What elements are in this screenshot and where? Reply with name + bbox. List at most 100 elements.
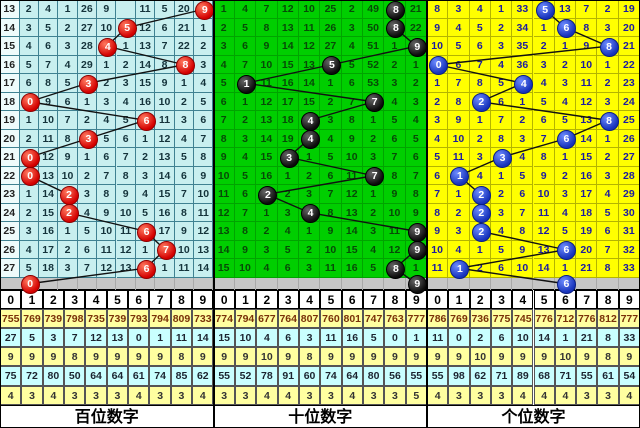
prediction-row-cell [175, 277, 195, 290]
stats-cell: 4 [554, 385, 577, 405]
miss-count-cell: 3 [490, 37, 513, 56]
miss-count-cell: 4 [533, 74, 555, 93]
stats-cell: 777 [618, 308, 640, 328]
stats-cell: 807 [298, 308, 321, 328]
stats-cell: 794 [234, 308, 257, 328]
stats-cell: 55 [427, 366, 449, 386]
miss-count-cell: 7 [384, 148, 406, 167]
miss-count-cell: 8 [320, 203, 342, 222]
stats-cell: 809 [170, 308, 193, 328]
miss-count-cell: 12 [155, 129, 175, 148]
miss-count-cell: 1 [213, 0, 235, 19]
miss-count-cell: 4 [554, 203, 577, 222]
stats-cell: 3 [213, 385, 235, 405]
miss-count-cell: 12 [97, 259, 117, 278]
stats-cell: 9 [576, 347, 598, 367]
miss-count-cell: 8 [213, 129, 235, 148]
stats-cell: 55 [405, 366, 427, 386]
miss-count-cell: 12 [384, 240, 406, 259]
miss-count-cell: 18 [277, 111, 299, 130]
miss-count-cell: 35 [512, 37, 534, 56]
miss-count-cell: 1 [448, 185, 470, 204]
miss-count-cell: 4 [427, 129, 449, 148]
stats-cell: 13 [106, 327, 129, 348]
prediction-row-cell [384, 277, 406, 290]
miss-count-cell: 2 [448, 203, 470, 222]
miss-count-cell: 7 [341, 92, 363, 111]
miss-count-cell: 5 [405, 129, 427, 148]
stats-cell: 1 [405, 327, 427, 348]
miss-count-cell: 3 [362, 148, 385, 167]
digit-header-cell: 3 [490, 290, 513, 309]
miss-count-cell: 16 [155, 203, 175, 222]
miss-count-cell: 5 [155, 0, 175, 19]
miss-count-cell: 3 [554, 185, 577, 204]
miss-count-cell: 5 [469, 18, 491, 37]
miss-count-cell: 3 [116, 74, 136, 93]
miss-count-cell: 10 [97, 222, 117, 241]
miss-count-cell: 2 [58, 240, 78, 259]
miss-count-cell: 8 [116, 166, 136, 185]
stats-cell: 747 [362, 308, 385, 328]
miss-count-cell: 2 [298, 166, 321, 185]
period-label: 20 [0, 129, 20, 148]
prediction-row-cell [78, 277, 98, 290]
miss-count-cell: 8 [427, 0, 449, 19]
drawn-ball: 0 [20, 93, 40, 113]
drawn-ball: 6 [137, 111, 157, 131]
miss-count-cell: 7 [597, 240, 619, 259]
stats-cell: 3 [106, 385, 129, 405]
miss-count-cell: 6 [448, 55, 470, 74]
stats-cell: 50 [64, 366, 86, 386]
stats-cell: 9 [427, 347, 449, 367]
miss-count-cell: 3 [234, 129, 257, 148]
stats-cell: 78 [256, 366, 278, 386]
miss-count-cell: 3 [597, 166, 619, 185]
miss-count-cell: 5 [213, 74, 235, 93]
period-label: 13 [0, 0, 20, 19]
prediction-row-cell [491, 277, 513, 290]
miss-count-cell: 10 [174, 240, 195, 259]
stats-cell: 10 [554, 347, 577, 367]
miss-count-cell: 9 [97, 203, 117, 222]
miss-count-cell: 18 [576, 203, 598, 222]
miss-count-cell: 8 [405, 185, 427, 204]
miss-count-cell: 7 [194, 129, 214, 148]
miss-count-cell: 1 [19, 111, 39, 130]
miss-count-cell: 2 [533, 37, 555, 56]
miss-count-cell: 10 [38, 111, 59, 130]
miss-count-cell: 53 [362, 74, 385, 93]
stats-cell: 3 [490, 385, 513, 405]
stats-cell: 3 [21, 385, 43, 405]
miss-count-cell: 8 [256, 18, 278, 37]
miss-count-cell: 9 [405, 203, 427, 222]
stats-cell: 739 [42, 308, 65, 328]
miss-count-cell: 11 [341, 166, 363, 185]
miss-count-cell: 9 [427, 18, 449, 37]
miss-count-cell: 14 [155, 166, 175, 185]
miss-count-cell: 22 [174, 37, 195, 56]
miss-count-cell: 6 [469, 37, 491, 56]
stats-cell: 62 [469, 366, 491, 386]
miss-count-cell: 20 [576, 240, 598, 259]
miss-count-cell: 6 [213, 92, 235, 111]
miss-count-cell: 11 [533, 203, 555, 222]
digit-header-cell: 1 [234, 290, 257, 309]
miss-count-cell: 5 [597, 203, 619, 222]
digit-header-cell: 2 [42, 290, 65, 309]
miss-count-cell: 10 [155, 92, 175, 111]
digit-header-cell: 8 [597, 290, 619, 309]
miss-count-cell: 9 [116, 185, 136, 204]
miss-count-cell: 9 [58, 148, 78, 167]
panel-title-units: 个位数字 [427, 405, 640, 428]
prediction-row-cell [235, 277, 257, 290]
stats-cell: 4 [427, 385, 449, 405]
miss-count-cell: 15 [213, 259, 235, 278]
miss-count-cell: 3 [19, 18, 39, 37]
miss-count-cell: 2 [490, 185, 513, 204]
digit-header-cell: 9 [192, 290, 214, 309]
miss-count-cell: 8 [234, 222, 257, 241]
panel-title-tens: 十位数字 [213, 405, 427, 428]
miss-count-cell: 11 [320, 259, 342, 278]
miss-count-cell: 34 [512, 18, 534, 37]
